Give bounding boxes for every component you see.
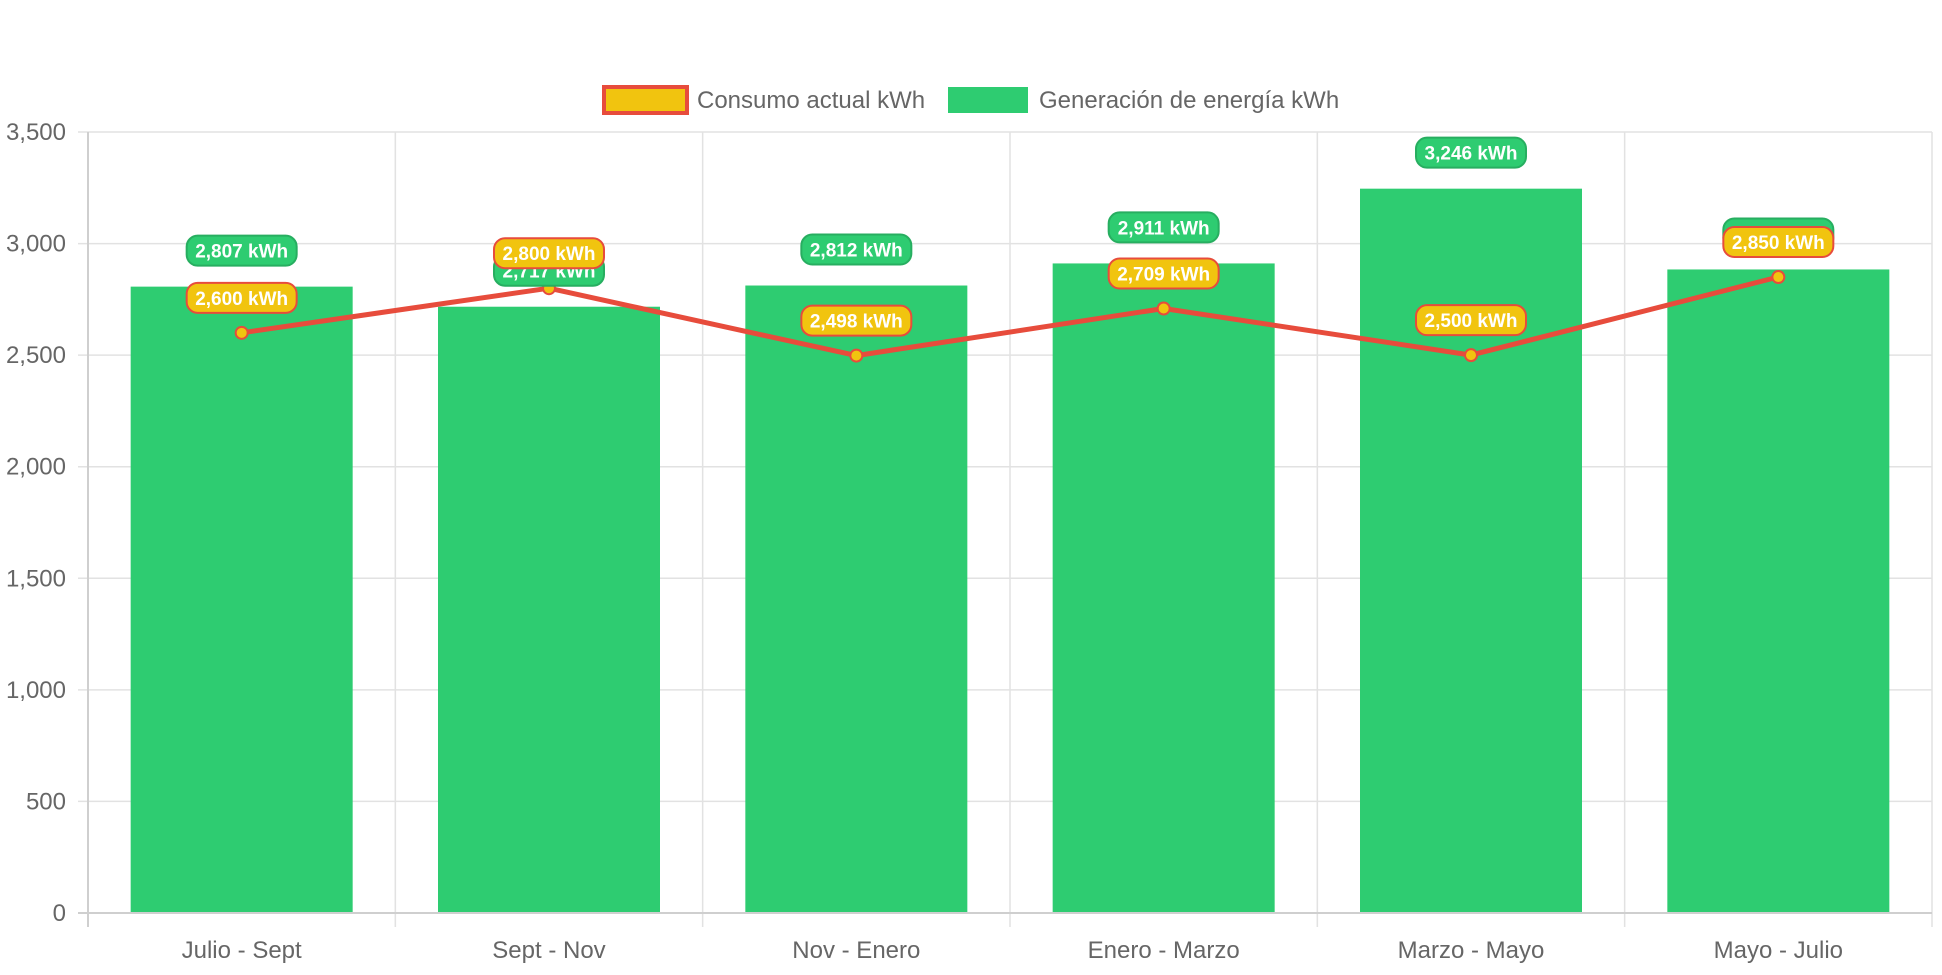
data-label-generacion: 2,911 kWh — [1107, 211, 1220, 244]
data-label-generacion-text: 3,246 kWh — [1425, 144, 1518, 165]
y-tick-label: 1,500 — [6, 565, 66, 592]
consumption-line — [234, 270, 1786, 363]
data-label-generacion-bg — [185, 234, 298, 267]
grid — [78, 131, 1933, 927]
legend-label-generacion: Generación de energía kWh — [1039, 87, 1339, 114]
y-tick-label: 1,000 — [6, 677, 66, 704]
legend-swatch-generacion — [948, 87, 1028, 113]
data-label-consumo-text: 2,850 kWh — [1732, 233, 1825, 254]
data-label-generacion: 2,812 kWh — [800, 233, 913, 266]
y-tick-label: 3,000 — [6, 231, 66, 258]
x-tick-label: Marzo - Mayo — [1398, 937, 1545, 964]
data-label-consumo-bg — [800, 304, 913, 337]
data-label-consumo-text: 2,709 kWh — [1117, 265, 1210, 286]
data-label-generacion-text: 2,911 kWh — [1118, 218, 1210, 239]
x-tick-label: Julio - Sept — [182, 937, 302, 964]
y-tick-label: 0 — [53, 900, 66, 927]
data-label-consumo-bg — [493, 237, 605, 270]
data-label-consumo: 2,800 kWh — [493, 237, 605, 270]
legend-item-consumo[interactable]: Consumo actual kWh — [602, 85, 925, 115]
data-label-generacion-bg — [1415, 136, 1527, 169]
data-label-consumo-text: 2,600 kWh — [195, 289, 288, 310]
x-tick-label: Mayo - Julio — [1714, 937, 1843, 964]
bar-generacion[interactable] — [1360, 188, 1582, 913]
y-tick-label: 500 — [26, 788, 66, 815]
y-tick-label: 2,000 — [6, 454, 66, 481]
data-label-consumo-text: 2,800 kWh — [503, 244, 596, 265]
data-label-consumo-bg — [1415, 304, 1527, 337]
y-tick-label: 3,500 — [6, 119, 66, 146]
bar-generacion[interactable] — [745, 285, 968, 913]
data-label-generacion: 2,807 kWh — [185, 234, 298, 267]
point-consumo[interactable] — [1156, 301, 1171, 316]
point-consumo[interactable] — [849, 348, 864, 363]
line-consumo — [241, 274, 1779, 359]
x-tick-label: Nov - Enero — [792, 937, 920, 964]
x-tick-label: Sept - Nov — [492, 937, 605, 964]
bar-generacion[interactable] — [130, 286, 353, 913]
point-consumo[interactable] — [234, 325, 249, 340]
data-label-consumo-bg — [1722, 226, 1835, 259]
data-label-consumo-bg — [185, 281, 298, 314]
data-label-consumo-bg — [1107, 257, 1220, 290]
point-consumo[interactable] — [1464, 348, 1478, 363]
legend[interactable]: Consumo actual kWh Generación de energía… — [602, 85, 1339, 115]
x-tick-label: Enero - Marzo — [1088, 937, 1240, 964]
y-tick-label: 2,500 — [6, 342, 66, 369]
bar-generacion[interactable] — [1052, 263, 1275, 913]
point-consumo[interactable] — [1771, 270, 1786, 285]
data-label-consumo: 2,500 kWh — [1415, 304, 1527, 337]
data-label-consumo: 2,600 kWh — [185, 281, 298, 314]
legend-item-generacion[interactable]: Generación de energía kWh — [948, 87, 1339, 114]
data-label-generacion-text: 2,812 kWh — [810, 241, 903, 262]
data-label-generacion-bg — [800, 233, 913, 266]
data-label-consumo-text: 2,500 kWh — [1425, 311, 1518, 332]
legend-label-consumo: Consumo actual kWh — [697, 87, 925, 114]
data-label-generacion: 3,246 kWh — [1415, 136, 1527, 169]
legend-swatch-consumo — [602, 85, 689, 115]
data-label-consumo: 2,498 kWh — [800, 304, 913, 337]
axes: 0 500 1,000 1,500 2,000 2,500 3,000 3,500 Julio … — [6, 119, 1932, 964]
data-label-consumo: 2,850 kWh — [1722, 226, 1835, 259]
bars — [130, 188, 1890, 914]
data-label-consumo: 2,709 kWh — [1107, 257, 1220, 290]
data-label-generacion-bg — [1107, 211, 1220, 244]
data-label-consumo-text: 2,498 kWh — [810, 312, 903, 333]
bar-generacion[interactable] — [438, 306, 660, 914]
bar-generacion[interactable] — [1667, 269, 1890, 913]
data-label-generacion-text: 2,807 kWh — [195, 242, 288, 263]
